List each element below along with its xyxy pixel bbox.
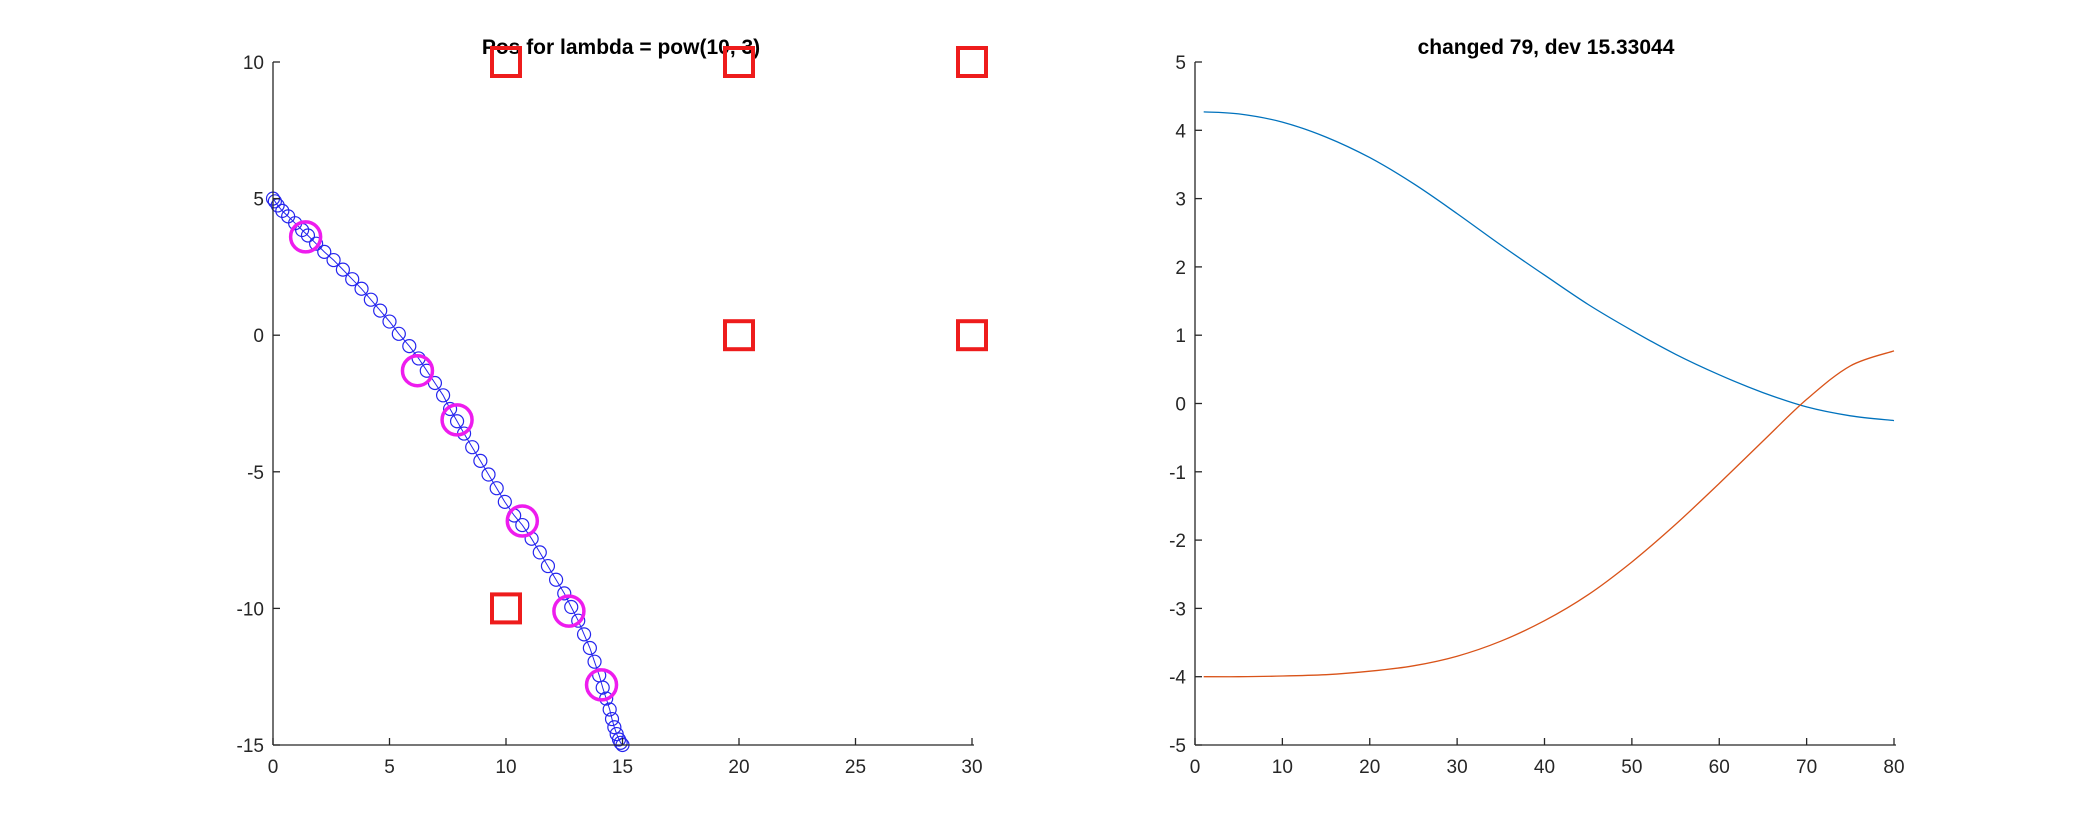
position-circle-marker bbox=[354, 281, 369, 296]
position-circle-marker bbox=[335, 262, 350, 277]
x-tick-label: 80 bbox=[1883, 757, 1904, 778]
y-tick-label: 1 bbox=[1175, 326, 1186, 347]
right-plot: changed 79, dev 15.33044 0 10 20 30 40 50 60 70… bbox=[1169, 36, 1904, 778]
highlight-circle-marker bbox=[584, 668, 619, 702]
position-circle-marker bbox=[267, 194, 282, 209]
y-tick-label: -15 bbox=[237, 736, 264, 757]
x-tick-label: 25 bbox=[845, 757, 866, 778]
x-tick-label: 10 bbox=[495, 757, 516, 778]
position-circle-marker bbox=[345, 272, 360, 287]
y-tick-label: -2 bbox=[1169, 531, 1186, 552]
highlight-circle-marker bbox=[288, 220, 323, 254]
position-circle-marker bbox=[309, 236, 324, 251]
y-tick-label: 0 bbox=[1175, 395, 1186, 416]
position-circle-marker bbox=[326, 252, 341, 268]
position-circle-marker bbox=[300, 228, 316, 243]
x-tick-label: 50 bbox=[1621, 757, 1642, 778]
position-circle-marker bbox=[465, 440, 480, 455]
highlight-circle-marker bbox=[552, 594, 586, 628]
position-circle-marker bbox=[449, 414, 465, 429]
x-tick-label: 10 bbox=[1272, 757, 1293, 778]
position-circle-marker bbox=[489, 481, 504, 496]
highlight-circle-marker bbox=[400, 353, 435, 388]
x-tick-label: 0 bbox=[1190, 757, 1201, 778]
highlight-circle-marker bbox=[505, 504, 540, 538]
x-tick-label: 20 bbox=[1359, 757, 1380, 778]
position-circle-marker bbox=[317, 244, 332, 259]
right-y-ticks: 5 4 3 2 1 0 -1 -2 -3 -4 -5 bbox=[1169, 53, 1202, 757]
x-tick-label: 0 bbox=[268, 757, 279, 778]
obstacle-square-marker bbox=[956, 46, 988, 78]
position-circle-marker bbox=[571, 613, 586, 628]
obstacle-square-marker bbox=[956, 319, 988, 352]
position-circle-marker bbox=[497, 494, 512, 509]
position-circle-marker bbox=[382, 314, 397, 329]
position-circle-marker bbox=[515, 517, 530, 533]
y-tick-label: 4 bbox=[1175, 121, 1186, 142]
left-x-ticks: 0 5 10 15 20 25 30 bbox=[268, 738, 983, 778]
position-circle-marker bbox=[548, 572, 564, 587]
y-tick-label: 10 bbox=[243, 53, 264, 74]
x-tick-label: 40 bbox=[1534, 757, 1555, 778]
obstacle-square-marker bbox=[723, 46, 755, 78]
position-circle-marker bbox=[607, 720, 622, 735]
position-circle-marker bbox=[595, 680, 610, 695]
y-tick-label: 2 bbox=[1175, 258, 1186, 279]
x-tick-label: 70 bbox=[1796, 757, 1817, 778]
position-circle-marker bbox=[576, 627, 592, 642]
position-circle-marker bbox=[481, 467, 496, 482]
position-circle-marker bbox=[540, 558, 556, 574]
trajectory-line bbox=[272, 198, 623, 746]
x-tick-label: 30 bbox=[961, 757, 982, 778]
y-tick-label: -5 bbox=[1169, 736, 1186, 757]
left-y-ticks: 10 5 0 -5 -10 -15 bbox=[237, 53, 280, 757]
position-circle-marker bbox=[532, 545, 547, 560]
x-tick-label: 30 bbox=[1447, 757, 1468, 778]
x-tick-label: 5 bbox=[384, 757, 395, 778]
series-line-1 bbox=[1203, 111, 1895, 422]
x-tick-label: 60 bbox=[1709, 757, 1730, 778]
highlight-circle-marker bbox=[440, 403, 474, 437]
position-circle-marker bbox=[363, 292, 378, 307]
series-line-2 bbox=[1203, 350, 1895, 678]
position-circle-marker bbox=[587, 654, 602, 669]
y-tick-label: -10 bbox=[237, 599, 264, 620]
position-circle-marker bbox=[391, 326, 406, 341]
position-circle-marker bbox=[435, 388, 451, 403]
position-circle-marker bbox=[564, 599, 579, 615]
position-circle-marker bbox=[604, 711, 620, 727]
obstacle-square-marker bbox=[490, 592, 522, 625]
y-tick-label: -4 bbox=[1169, 668, 1186, 689]
y-tick-label: 3 bbox=[1175, 190, 1186, 211]
left-plot: Pos for lambda = pow(10, 3) 0 5 10 15 20 25 30… bbox=[237, 36, 988, 778]
y-tick-label: 5 bbox=[253, 190, 264, 211]
y-tick-label: -1 bbox=[1169, 463, 1186, 484]
y-tick-label: -3 bbox=[1169, 599, 1186, 620]
y-tick-label: -5 bbox=[247, 463, 264, 484]
right-plot-title: changed 79, dev 15.33044 bbox=[1418, 36, 1675, 59]
right-series-group bbox=[1203, 111, 1895, 678]
position-circle-marker bbox=[373, 303, 388, 318]
y-tick-label: 0 bbox=[253, 326, 264, 347]
y-tick-label: 5 bbox=[1175, 53, 1186, 74]
position-circle-marker bbox=[473, 453, 488, 468]
position-circle-marker bbox=[602, 702, 617, 717]
obstacle-square-marker bbox=[723, 319, 755, 352]
left-axes: 0 5 10 15 20 25 30 10 5 0 -5 -10 -15 bbox=[237, 53, 983, 778]
left-plot-title: Pos for lambda = pow(10, 3) bbox=[482, 36, 760, 59]
position-circle-marker bbox=[402, 339, 417, 354]
position-circle-marker bbox=[557, 586, 572, 601]
left-series-group bbox=[265, 46, 988, 753]
x-tick-label: 20 bbox=[728, 757, 749, 778]
position-circle-marker bbox=[442, 401, 458, 417]
position-circle-marker bbox=[582, 640, 597, 656]
position-circle-marker bbox=[613, 735, 628, 750]
x-tick-label: 15 bbox=[612, 757, 633, 778]
obstacle-square-marker bbox=[490, 46, 522, 78]
right-x-ticks: 0 10 20 30 40 50 60 70 80 bbox=[1190, 738, 1905, 778]
